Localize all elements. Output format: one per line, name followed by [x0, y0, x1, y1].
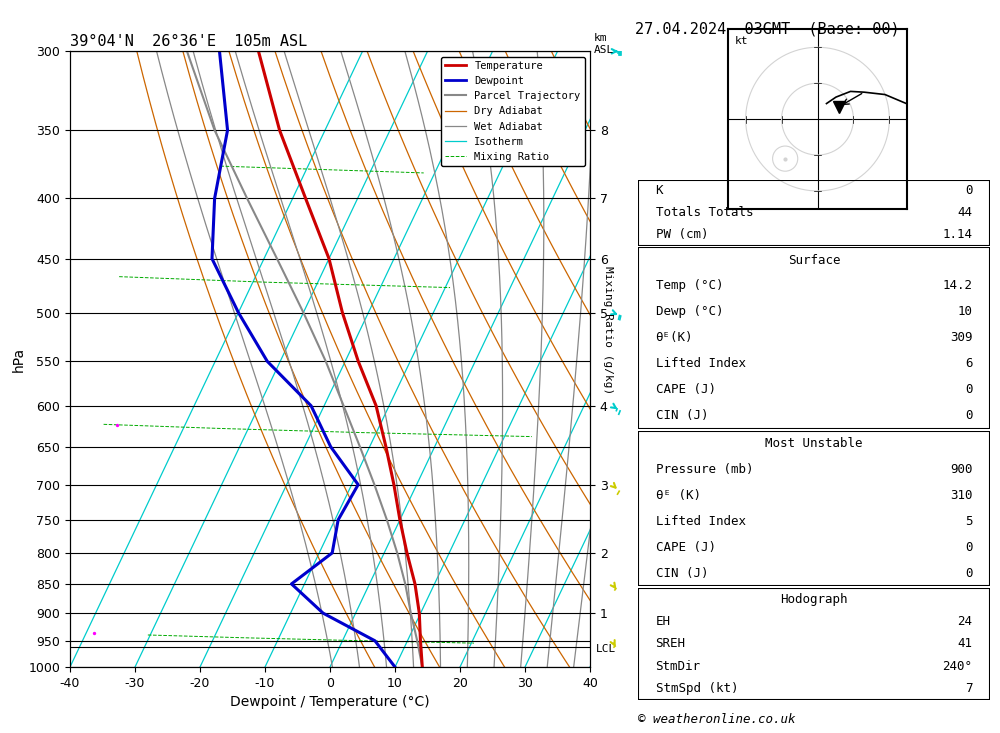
Text: 27.04.2024  03GMT  (Base: 00): 27.04.2024 03GMT (Base: 00) — [635, 22, 900, 37]
Text: 0: 0 — [965, 184, 972, 197]
Text: CIN (J): CIN (J) — [656, 409, 708, 422]
Text: 900: 900 — [950, 463, 972, 476]
Text: km
ASL: km ASL — [594, 33, 614, 54]
Text: © weatheronline.co.uk: © weatheronline.co.uk — [638, 712, 796, 726]
Text: SREH: SREH — [656, 638, 686, 650]
Point — [86, 627, 102, 639]
Point — [109, 419, 125, 431]
Text: 24: 24 — [957, 615, 972, 628]
Text: Lifted Index: Lifted Index — [656, 358, 746, 370]
Text: 0: 0 — [965, 383, 972, 397]
Text: K: K — [656, 184, 663, 197]
Text: Pressure (mb): Pressure (mb) — [656, 463, 753, 476]
Text: Temp (°C): Temp (°C) — [656, 279, 723, 292]
Text: 0: 0 — [965, 409, 972, 422]
Text: kt: kt — [735, 36, 748, 45]
Text: 6: 6 — [965, 358, 972, 370]
Text: CAPE (J): CAPE (J) — [656, 383, 716, 397]
Text: θᴱ(K): θᴱ(K) — [656, 331, 693, 345]
Text: Totals Totals: Totals Totals — [656, 206, 753, 219]
Text: 14.2: 14.2 — [942, 279, 972, 292]
Text: StmDir: StmDir — [656, 660, 701, 673]
Text: 310: 310 — [950, 489, 972, 502]
Text: 39°04'N  26°36'E  105m ASL: 39°04'N 26°36'E 105m ASL — [70, 34, 307, 49]
Text: CAPE (J): CAPE (J) — [656, 541, 716, 554]
Text: Surface: Surface — [788, 254, 840, 267]
Text: Most Unstable: Most Unstable — [765, 438, 863, 451]
Text: 5: 5 — [965, 515, 972, 528]
Text: Mixing Ratio (g/kg): Mixing Ratio (g/kg) — [603, 266, 613, 394]
Text: PW (cm): PW (cm) — [656, 228, 708, 241]
Text: Hodograph: Hodograph — [780, 592, 848, 605]
Text: 7: 7 — [965, 682, 972, 696]
Text: 41: 41 — [957, 638, 972, 650]
Text: LCL: LCL — [596, 644, 616, 655]
Text: EH: EH — [656, 615, 671, 628]
Text: CIN (J): CIN (J) — [656, 567, 708, 580]
Text: θᴱ (K): θᴱ (K) — [656, 489, 701, 502]
X-axis label: Dewpoint / Temperature (°C): Dewpoint / Temperature (°C) — [230, 696, 430, 710]
Text: 10: 10 — [957, 306, 972, 318]
Y-axis label: hPa: hPa — [12, 347, 26, 372]
Text: 44: 44 — [957, 206, 972, 219]
Text: 309: 309 — [950, 331, 972, 345]
Text: 240°: 240° — [942, 660, 972, 673]
Text: Lifted Index: Lifted Index — [656, 515, 746, 528]
Text: Dewp (°C): Dewp (°C) — [656, 306, 723, 318]
Text: 0: 0 — [965, 541, 972, 554]
Legend: Temperature, Dewpoint, Parcel Trajectory, Dry Adiabat, Wet Adiabat, Isotherm, Mi: Temperature, Dewpoint, Parcel Trajectory… — [441, 56, 585, 166]
Text: StmSpd (kt): StmSpd (kt) — [656, 682, 738, 696]
Text: 0: 0 — [965, 567, 972, 580]
Text: 1.14: 1.14 — [942, 228, 972, 241]
